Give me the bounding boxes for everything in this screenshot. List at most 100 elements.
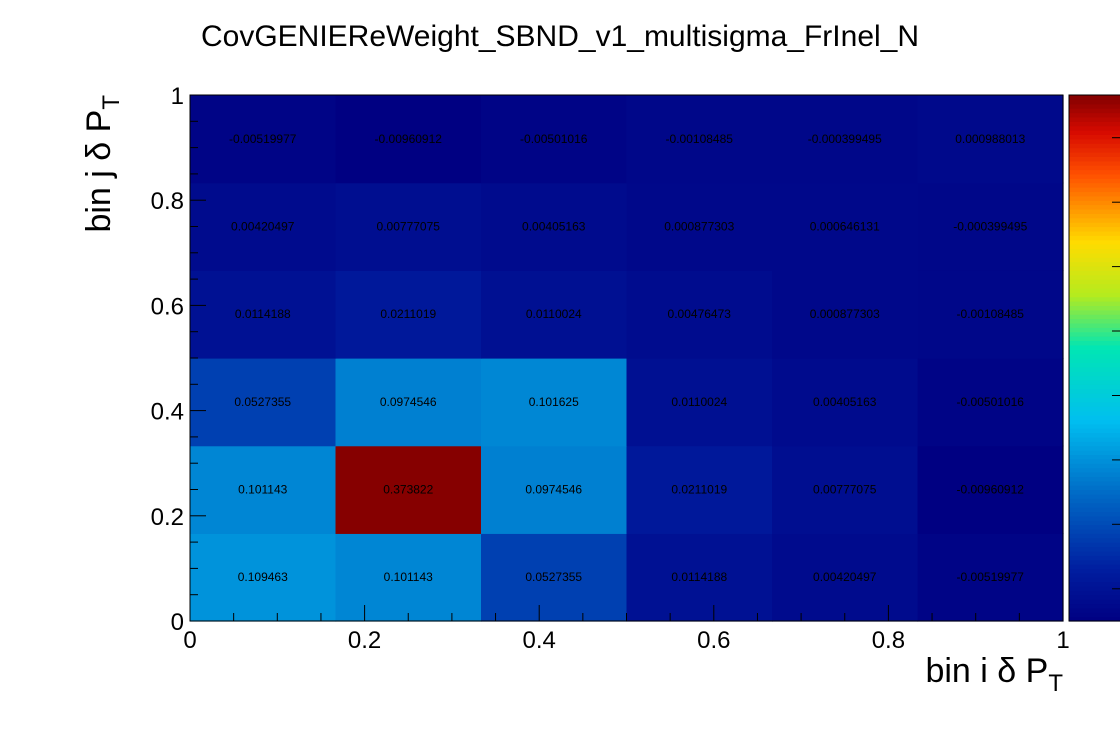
colorbar-segment <box>1069 528 1120 534</box>
cell-value-label: 0.00777075 <box>813 483 877 497</box>
colorbar-segment <box>1069 471 1120 477</box>
heatmap-cell <box>481 533 628 622</box>
colorbar-segment <box>1069 195 1120 201</box>
colorbar-segment <box>1069 261 1120 267</box>
cell-value-label: 0.0110024 <box>671 395 727 409</box>
colorbar-segment <box>1069 353 1120 359</box>
colorbar-segment <box>1069 349 1120 355</box>
heatmap-cell <box>772 95 919 184</box>
colorbar-segment <box>1069 410 1120 416</box>
colorbar-segment <box>1069 160 1120 166</box>
colorbar-segment <box>1069 331 1120 337</box>
heatmap-cell <box>917 445 1064 534</box>
colorbar-segment <box>1069 252 1120 258</box>
x-tick-label: 0.4 <box>523 627 556 654</box>
heatmap-cell <box>626 270 773 359</box>
colorbar-segment <box>1069 265 1120 271</box>
colorbar-segment <box>1069 590 1120 596</box>
colorbar-segment <box>1069 546 1120 552</box>
colorbar-segment <box>1069 612 1120 618</box>
cell-value-label: -0.00501016 <box>957 395 1025 409</box>
colorbar-segment <box>1069 169 1120 175</box>
colorbar-segment <box>1069 537 1120 543</box>
cell-value-label: 0.0211019 <box>380 307 436 321</box>
cell-value-label: 0.0527355 <box>525 570 582 584</box>
cell-value-label: 0.0114188 <box>235 307 291 321</box>
colorbar-segment <box>1069 428 1120 434</box>
cell-value-label: 0.00405163 <box>522 220 586 234</box>
x-tick-label: 0.6 <box>697 627 730 654</box>
colorbar-segment <box>1069 458 1120 464</box>
colorbar-segment <box>1069 248 1120 254</box>
colorbar-segment <box>1069 432 1120 438</box>
colorbar-segment <box>1069 301 1120 306</box>
heatmap-cell <box>481 95 628 184</box>
heatmap-cell <box>335 270 482 359</box>
colorbar-segment <box>1069 147 1120 153</box>
cell-value-label: 0.101143 <box>238 483 287 497</box>
heatmap-cell <box>917 533 1064 622</box>
colorbar <box>1068 94 1120 622</box>
colorbar-segment <box>1069 577 1120 583</box>
colorbar-segment <box>1069 213 1120 219</box>
colorbar-segment <box>1069 130 1120 136</box>
colorbar-segment <box>1069 445 1120 451</box>
colorbar-segment <box>1069 616 1120 622</box>
heatmap-cell <box>190 533 337 622</box>
colorbar-segment <box>1069 296 1120 302</box>
colorbar-segment <box>1069 112 1120 118</box>
cell-value-label: -0.00960912 <box>375 132 443 146</box>
heatmap-cell <box>626 182 773 271</box>
cell-value-label: -0.00960912 <box>957 483 1025 497</box>
colorbar-segment <box>1069 379 1120 385</box>
colorbar-segment <box>1069 173 1120 179</box>
cell-value-label: 0.0527355 <box>234 395 291 409</box>
colorbar-segment <box>1069 165 1120 171</box>
colorbar-segment <box>1069 542 1120 548</box>
heatmap-cell <box>917 270 1064 359</box>
colorbar-segment <box>1069 493 1120 499</box>
colorbar-segment <box>1069 507 1120 513</box>
colorbar-segment <box>1069 108 1120 114</box>
heatmap-cell <box>772 270 919 359</box>
colorbar-segment <box>1069 314 1120 320</box>
heatmap-cell <box>626 95 773 184</box>
cell-value-label: -0.00519977 <box>229 132 297 146</box>
cell-value-label: -0.000399495 <box>808 132 882 146</box>
cell-value-label: -0.00519977 <box>957 570 1025 584</box>
heatmap-cell <box>772 445 919 534</box>
colorbar-segment <box>1069 235 1120 241</box>
heatmap-cell <box>626 445 773 534</box>
heatmap-cell <box>190 270 337 359</box>
colorbar-segment <box>1069 502 1120 508</box>
y-tick-label: 0.8 <box>151 188 184 215</box>
colorbar-segment <box>1069 257 1120 263</box>
cell-value-label: 0.0114188 <box>671 570 727 584</box>
heatmap-cell <box>917 358 1064 447</box>
colorbar-segment <box>1069 143 1120 149</box>
cell-value-label: 0.0110024 <box>526 307 582 321</box>
heatmap-cell <box>335 182 482 271</box>
colorbar-segment <box>1069 230 1120 236</box>
y-tick-label: 0.4 <box>151 399 184 426</box>
colorbar-segment <box>1069 599 1120 605</box>
heatmap-cell-labels: 0.109463 0.101143 0.0527355 0.0114188 0.0042… <box>229 132 1028 584</box>
colorbar-segment <box>1069 191 1120 197</box>
colorbar-segment <box>1069 401 1120 407</box>
colorbar-segment <box>1069 95 1120 100</box>
colorbar-segment <box>1069 524 1120 530</box>
colorbar-segment <box>1069 244 1120 250</box>
colorbar-segment <box>1069 406 1120 412</box>
colorbar-segment <box>1069 151 1120 157</box>
y-tick-label: 1 <box>171 83 184 110</box>
colorbar-segment <box>1069 327 1120 333</box>
colorbar-segment <box>1069 476 1120 482</box>
colorbar-segment <box>1069 533 1120 539</box>
cell-value-label: 0.00476473 <box>668 307 732 321</box>
cell-value-label: 0.0211019 <box>671 483 727 497</box>
cell-value-label: -0.000399495 <box>953 220 1027 234</box>
colorbar-segment <box>1069 274 1120 280</box>
colorbar-frame <box>1068 94 1120 622</box>
colorbar-segment <box>1069 182 1120 188</box>
colorbar-segment <box>1069 366 1120 372</box>
